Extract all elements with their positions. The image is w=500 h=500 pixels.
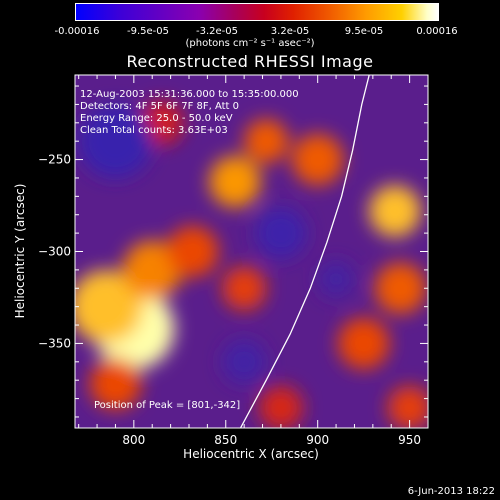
heatmap-blob (387, 385, 428, 428)
colorbar-tick-label: 0.00016 (416, 26, 458, 37)
info-line-energy: Energy Range: 25.0 - 50.0 keV (80, 113, 233, 124)
y-tick-label: −250 (38, 153, 71, 167)
info-line-time: 12-Aug-2003 15:31:36.000 to 15:35:00.000 (80, 89, 299, 100)
heatmap-blob (75, 269, 144, 344)
footer-timestamp: 6-Jun-2013 18:22 (407, 486, 495, 497)
x-tick-label: 850 (214, 433, 237, 447)
y-axis-label: Heliocentric Y (arcsec) (13, 184, 27, 319)
x-axis-label: Heliocentric X (arcsec) (183, 447, 319, 461)
colorbar-tick-label: -9.5e-05 (127, 26, 169, 37)
colorbar-gradient (76, 4, 438, 20)
y-tick-label: −300 (38, 245, 71, 259)
colorbar-tick-label: -0.00016 (54, 26, 100, 37)
heatmap-blob (78, 104, 153, 178)
colorbar (75, 3, 439, 21)
heatmap-blob (255, 207, 307, 259)
colorbar-tick-label: -3.2e-05 (196, 26, 238, 37)
heatmap-blob (317, 260, 355, 298)
heatmap-blob (244, 119, 289, 164)
solar-limb-curve (239, 75, 370, 428)
heatmap-blob (222, 339, 267, 384)
heatmap-blob (166, 225, 219, 278)
x-tick-label: 900 (306, 433, 329, 447)
x-tick-label: 950 (398, 433, 421, 447)
heatmap-blob (122, 240, 182, 300)
x-tick-label: 800 (122, 433, 145, 447)
colorbar-unit-label: (photons cm⁻² s⁻¹ asec⁻²) (185, 38, 315, 49)
heatmap-blob (337, 317, 390, 370)
heatmap-blob (369, 185, 421, 237)
chart-title: Reconstructed RHESSI Image (126, 52, 374, 71)
heatmap-blob (89, 358, 142, 410)
colorbar-tick-label: 3.2e-05 (270, 26, 310, 37)
heatmap-area (75, 75, 428, 428)
heatmap-blob (222, 266, 267, 311)
y-tick-label: −350 (38, 336, 71, 350)
peak-position-label: Position of Peak = [801,-342] (94, 400, 240, 411)
info-line-counts: Clean Total counts: 3.63E+03 (80, 125, 228, 136)
heatmap-blob (291, 133, 344, 186)
heatmap-blobs (75, 100, 428, 428)
heatmap-blob (258, 385, 303, 428)
info-line-detectors: Detectors: 4F 5F 6F 7F 8F, Att 0 (80, 101, 239, 112)
heatmap-blob (374, 262, 427, 315)
colorbar-tick-label: 9.5e-05 (344, 26, 384, 37)
axis-ticks: 800 850 900 950 −250 −300 −350 (38, 75, 429, 447)
heatmap-blob (209, 155, 261, 208)
